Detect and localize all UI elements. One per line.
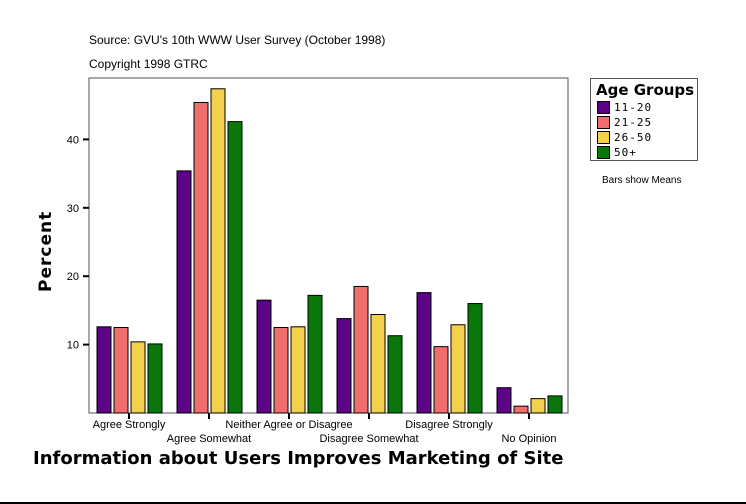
bar-26-50-4 <box>450 324 466 414</box>
y-tick-label: 30 <box>67 203 79 215</box>
bar-26-50-2 <box>290 326 306 414</box>
x-tick-label: Agree Somewhat <box>167 433 251 445</box>
legend-label: 11-20 <box>614 101 653 114</box>
bar-50+-5 <box>547 395 563 414</box>
bar-26-50-3 <box>370 314 386 414</box>
x-tick-label: Disagree Strongly <box>405 419 493 431</box>
bar-50+-2 <box>307 294 323 414</box>
legend-label: 26-50 <box>614 131 653 144</box>
bar-11-20-5 <box>496 387 512 414</box>
y-tick-label: 20 <box>67 271 79 283</box>
legend-label: 50+ <box>614 146 637 159</box>
legend-swatch <box>597 146 610 159</box>
x-tick-label: Disagree Somewhat <box>319 433 418 445</box>
legend: Age Groups 11-20 21-25 26-50 50+ <box>590 78 698 161</box>
copyright-text: Copyright 1998 GTRC <box>89 57 208 71</box>
plot-frame <box>88 77 569 414</box>
bar-11-20-2 <box>256 299 272 414</box>
legend-swatch <box>597 116 610 129</box>
bar-50+-3 <box>387 335 403 414</box>
note-text: Bars show Means <box>602 175 682 186</box>
x-tick-label: Agree Strongly <box>93 419 166 431</box>
bottom-rule <box>0 502 746 504</box>
bar-50+-0 <box>147 343 163 414</box>
bar-11-20-3 <box>336 318 352 414</box>
bar-21-25-1 <box>193 101 209 414</box>
y-tick-label: 40 <box>67 134 79 146</box>
source-text: Source: GVU's 10th WWW User Survey (Octo… <box>89 33 386 47</box>
bar-50+-4 <box>467 303 483 414</box>
x-tick-label: Neither Agree or Disagree <box>225 419 352 431</box>
bar-26-50-5 <box>530 398 546 414</box>
y-axis-label: Percent <box>36 210 56 292</box>
x-tick-label: No Opinion <box>501 433 556 445</box>
bar-21-25-2 <box>273 327 289 414</box>
bar-21-25-4 <box>433 346 449 414</box>
bar-21-25-3 <box>353 285 369 414</box>
bar-11-20-4 <box>416 292 432 414</box>
bar-21-25-0 <box>113 327 129 414</box>
bar-21-25-5 <box>513 405 529 414</box>
legend-label: 21-25 <box>614 116 653 129</box>
bar-26-50-0 <box>130 341 146 414</box>
legend-swatch <box>597 131 610 144</box>
y-tick-label: 10 <box>67 340 79 352</box>
legend-swatch <box>597 101 610 114</box>
legend-title: Age Groups <box>596 81 695 99</box>
bar-11-20-0 <box>96 326 112 414</box>
bar-50+-1 <box>227 121 243 414</box>
x-axis-label: Information about Users Improves Marketi… <box>33 448 564 469</box>
bar-26-50-1 <box>210 88 226 414</box>
bar-11-20-1 <box>176 170 192 414</box>
